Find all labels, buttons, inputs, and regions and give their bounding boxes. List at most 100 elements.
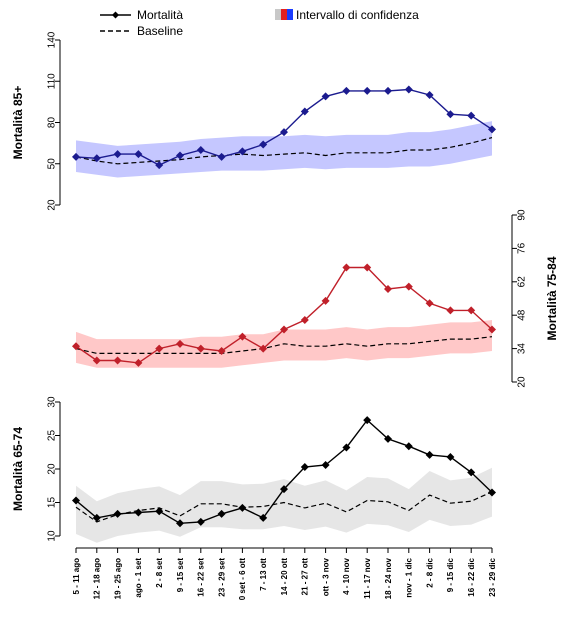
y-tick-label: 76	[517, 242, 528, 254]
mortality-point	[92, 513, 101, 522]
y-tick-label: 50	[47, 158, 58, 170]
mortality-point	[488, 488, 496, 497]
mortality-point	[155, 161, 164, 170]
mortality-point	[155, 507, 164, 516]
mortality-point	[404, 85, 413, 94]
y-tick-label: 48	[517, 309, 528, 321]
x-tick-label: 2 - 8 dic	[425, 557, 434, 587]
mortality-point	[176, 151, 184, 160]
mortality-point	[488, 125, 496, 134]
mortality-point	[446, 110, 455, 119]
legend-ci-swatch-gray	[275, 9, 281, 20]
mortality-point	[196, 517, 205, 526]
mortality-point	[425, 299, 434, 308]
y-tick-label: 20	[517, 376, 528, 388]
x-tick-label: 21 - 27 ott	[301, 558, 310, 596]
x-tick-label: 16 - 22 dic	[467, 557, 476, 596]
mortality-point	[134, 150, 143, 159]
mortality-point	[300, 462, 309, 471]
panel-3: 10 15 20 25 30 Mortalità 65-74	[11, 396, 496, 543]
mortality-point	[92, 356, 101, 365]
mortality-point	[134, 508, 143, 517]
y-tick-label: 20	[47, 199, 58, 211]
x-tick-label: 19 - 25 ago	[113, 558, 122, 599]
baseline-line	[75, 137, 493, 165]
mortality-point	[134, 358, 143, 367]
x-tick-label: nov - 1 dic	[405, 557, 414, 597]
panel-2: 20 34 48 62 76 90 Mortalità 75-84	[72, 209, 559, 388]
mortality-point	[488, 325, 496, 334]
mortality-point	[467, 111, 476, 120]
confidence-band	[76, 467, 492, 543]
mortality-point	[342, 263, 351, 272]
mortality-point	[446, 306, 455, 315]
legend-ci-label: Intervallo di confidenza	[296, 8, 419, 22]
mortality-point	[92, 154, 101, 163]
mortality-point	[342, 443, 351, 452]
mortality-point	[217, 152, 226, 161]
x-tick-label: 16 - 22 set	[197, 558, 206, 597]
x-tick-label: 12 - 18 ago	[93, 558, 102, 599]
mortality-point	[384, 434, 392, 443]
baseline-line	[75, 491, 493, 523]
y-tick-label: 15	[47, 497, 58, 509]
y-tick-label: 34	[517, 343, 528, 355]
mortality-point	[321, 92, 330, 101]
mortality-point	[363, 86, 372, 95]
mortality-point	[196, 146, 205, 154]
mortality-point	[342, 86, 351, 95]
x-tick-label: ott - 3 nov	[321, 557, 330, 596]
y-tick-label: 90	[517, 209, 528, 221]
y-tick-label: 62	[517, 276, 528, 288]
mortality-point	[300, 315, 309, 324]
x-tick-label: 23 - 29 dic	[488, 557, 497, 596]
mortality-point	[176, 519, 184, 528]
mortality-point	[384, 86, 392, 95]
mortality-point	[259, 140, 268, 149]
mortality-point	[217, 346, 226, 355]
mortality-point	[300, 107, 309, 116]
mortality-point	[155, 344, 164, 353]
y-axis-title: Mortalità 65-74	[11, 427, 25, 511]
mortality-point	[280, 128, 288, 137]
mortality-point	[72, 152, 80, 161]
mortality-point	[113, 356, 122, 365]
mortality-point	[259, 344, 268, 353]
x-tick-label: 11 - 17 nov	[363, 557, 372, 598]
x-tick-label: 18 - 24 nov	[384, 557, 393, 599]
mortality-point	[446, 452, 455, 461]
mortality-point	[467, 306, 476, 315]
x-tick-label: 9 - 15 set	[176, 558, 185, 593]
panel-1: 20 50 80 110 140 Mortalità 85+	[11, 31, 496, 211]
mortality-point	[176, 339, 184, 348]
y-tick-label: 30	[47, 396, 58, 408]
y-axis-title: Mortalità 85+	[11, 86, 25, 160]
mortality-point	[363, 416, 372, 425]
legend-ci-swatch-blue	[287, 9, 293, 20]
mortality-point	[425, 91, 434, 99]
mortality-point	[404, 282, 413, 291]
mortality-point	[321, 296, 330, 305]
x-tick-label: 14 - 20 ott	[280, 558, 289, 596]
baseline-line	[75, 336, 493, 354]
mortality-point	[196, 344, 205, 353]
mortality-point	[321, 460, 330, 469]
mortality-point	[217, 509, 226, 518]
legend-mortality-label: Mortalità	[137, 8, 183, 22]
legend-baseline-label: Baseline	[137, 24, 183, 38]
y-tick-label: 80	[47, 117, 58, 129]
mortality-point	[280, 485, 288, 494]
legend: Mortalità Baseline Intervallo di confide…	[100, 8, 419, 38]
y-tick-label: 10	[47, 530, 58, 542]
mortality-point	[467, 468, 476, 477]
x-tick-label: 0 set - 6 ott	[238, 558, 247, 601]
mortality-point	[363, 263, 372, 272]
legend-ci-swatch-red	[281, 9, 287, 20]
mortality-point	[425, 450, 434, 459]
x-axis: 5 - 11 ago 12 - 18 ago 19 - 25 ago ago - 1 …	[72, 547, 497, 601]
legend-mortality-marker	[112, 11, 119, 19]
y-tick-label: 20	[47, 463, 58, 475]
mortality-point	[259, 513, 268, 522]
mortality-point	[72, 342, 80, 351]
